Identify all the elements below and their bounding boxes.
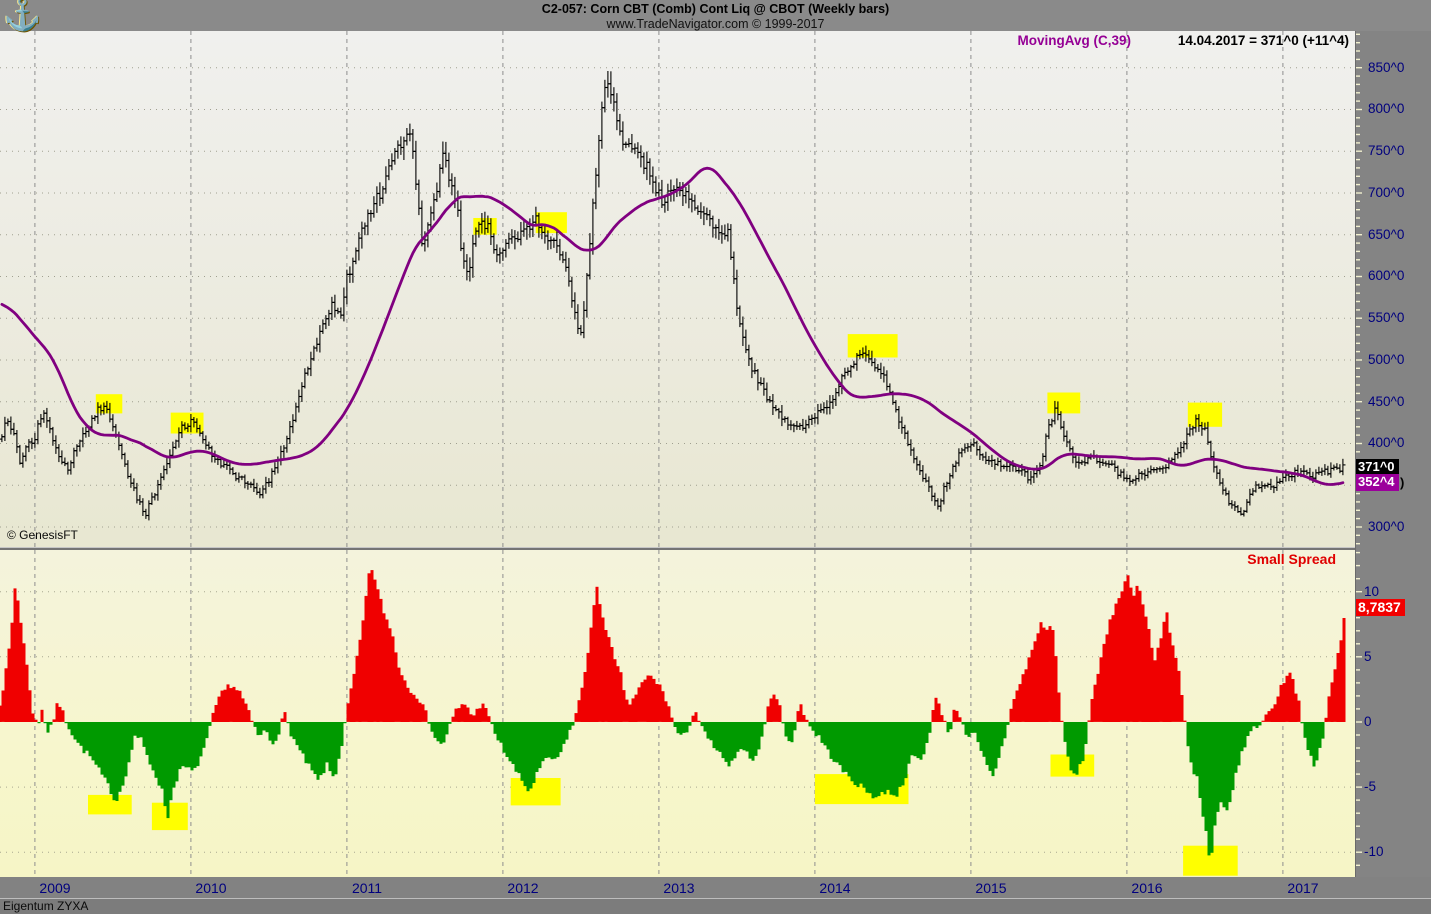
price-axis-tick-label: 550^0: [1368, 310, 1405, 325]
status-bar: [0, 898, 1431, 914]
price-axis-tick-label: 650^0: [1368, 227, 1405, 242]
right-price-axis[interactable]: [1355, 31, 1431, 877]
price-axis-tick-label: 750^0: [1368, 143, 1405, 158]
year-axis-label: 2016: [1131, 880, 1163, 896]
price-axis-tick-label: 800^0: [1368, 101, 1405, 116]
spread-axis-tick-label: -10: [1364, 844, 1384, 859]
moving-average-value-badge: 352^4: [1356, 474, 1399, 491]
price-axis-tick-label: 850^0: [1368, 60, 1405, 75]
status-bar-text: Eigentum ZYXA: [3, 899, 89, 913]
price-plot-area[interactable]: [0, 31, 1355, 547]
year-axis-label: 2014: [819, 880, 851, 896]
spread-axis-tick-label: -5: [1364, 779, 1377, 794]
year-axis-label: 2017: [1287, 880, 1319, 896]
year-axis-label: 2009: [39, 880, 71, 896]
year-axis-label: 2011: [351, 880, 383, 896]
last-price-badge: 371^0: [1356, 459, 1399, 476]
paren-artifact: ): [1400, 475, 1405, 490]
year-axis-label: 2010: [195, 880, 227, 896]
small-spread-indicator-label[interactable]: Small Spread: [1247, 551, 1336, 567]
price-axis-tick-label: 400^0: [1368, 435, 1405, 450]
price-axis-tick-label: 500^0: [1368, 352, 1405, 367]
year-axis-label: 2012: [507, 880, 539, 896]
chart-title: C2-057: Corn CBT (Comb) Cont Liq @ CBOT …: [541, 2, 890, 16]
x-axis-row[interactable]: [0, 877, 1431, 898]
price-axis-tick-label: 700^0: [1368, 185, 1405, 200]
spread-value-badge: 8,7837: [1356, 599, 1405, 616]
year-axis-label: 2013: [663, 880, 695, 896]
moving-average-indicator-label[interactable]: MovingAvg (C,39): [1017, 33, 1131, 48]
price-axis-tick-label: 300^0: [1368, 519, 1405, 534]
spread-axis-tick-label: 5: [1364, 649, 1372, 664]
spread-axis-tick-label: 0: [1364, 714, 1372, 729]
anchor-icon: ⚓: [3, 0, 42, 32]
genesis-copyright: © GenesisFT: [7, 528, 78, 542]
chart-subtitle: www.TradeNavigator.com © 1999-2017: [606, 17, 825, 31]
panel-divider[interactable]: [0, 547, 1431, 550]
year-axis-label: 2015: [975, 880, 1007, 896]
price-axis-tick-label: 450^0: [1368, 394, 1405, 409]
price-axis-tick-label: 600^0: [1368, 268, 1405, 283]
spread-axis-tick-label: 10: [1364, 584, 1380, 599]
spread-plot-area[interactable]: [0, 550, 1355, 877]
chart-header: C2-057: Corn CBT (Comb) Cont Liq @ CBOT …: [0, 0, 1431, 31]
cursor-date-price-readout: 14.04.2017 = 371^0 (+11^4): [1177, 33, 1349, 48]
